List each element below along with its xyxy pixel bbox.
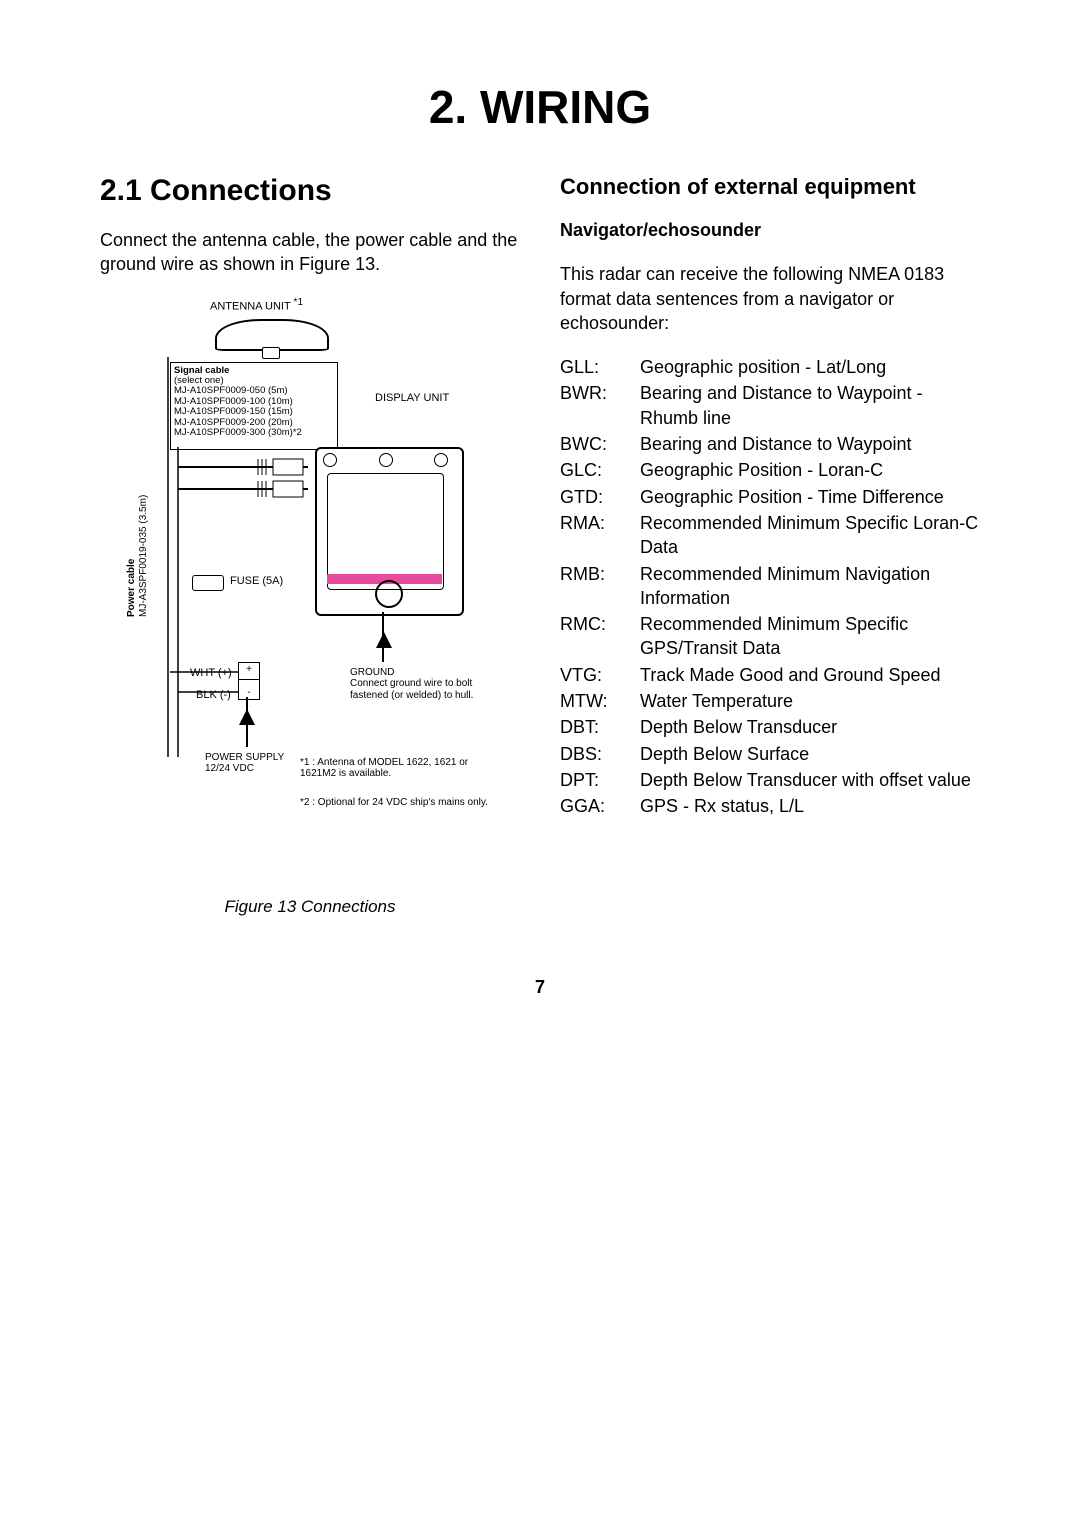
antenna-unit-label: ANTENNA UNIT *1 [210, 297, 303, 313]
nmea-row: GLL:Geographic position - Lat/Long [560, 355, 980, 379]
content-columns: 2.1 Connections Connect the antenna cabl… [100, 174, 980, 917]
power-cable-label: Power cable [126, 477, 138, 617]
display-unit-label: DISPLAY UNIT [375, 392, 449, 405]
nmea-row: DBS:Depth Below Surface [560, 742, 980, 766]
ground-block: GROUND Connect ground wire to bolt faste… [350, 667, 490, 702]
nmea-row: BWR:Bearing and Distance to Waypoint - R… [560, 381, 980, 430]
cable-connectors-icon [168, 447, 328, 507]
polarity-wires-icon [170, 662, 250, 707]
display-unit-icon [315, 447, 464, 616]
nmea-row: BWC:Bearing and Distance to Waypoint [560, 432, 980, 456]
intro-text: Connect the antenna cable, the power cab… [100, 228, 520, 277]
right-column: Connection of external equipment Navigat… [560, 174, 980, 917]
antenna-connector-icon [262, 347, 280, 359]
nmea-list: GLL:Geographic position - Lat/Long BWR:B… [560, 355, 980, 818]
figure-13: ANTENNA UNIT *1 Signal cable (select one… [100, 297, 520, 917]
fuse-label: FUSE (5A) [230, 575, 283, 588]
nmea-row: GTD:Geographic Position - Time Differenc… [560, 485, 980, 509]
signal-cable-box: Signal cable (select one) MJ-A10SPF0009-… [170, 362, 338, 450]
nmea-row: GLC:Geographic Position - Loran-C [560, 458, 980, 482]
antenna-dome-icon [215, 319, 329, 351]
section-heading: 2.1 Connections [100, 174, 520, 208]
left-column: 2.1 Connections Connect the antenna cabl… [100, 174, 520, 917]
nmea-row: VTG:Track Made Good and Ground Speed [560, 663, 980, 687]
page: 2. WIRING 2.1 Connections Connect the an… [0, 0, 1080, 1038]
nmea-row: RMC:Recommended Minimum Specific GPS/Tra… [560, 612, 980, 661]
power-supply-block: POWER SUPPLY 12/24 VDC [205, 752, 284, 775]
nmea-row: GGA:GPS - Rx status, L/L [560, 794, 980, 818]
power-line-icon [244, 697, 250, 747]
note-1: *1 : Antenna of MODEL 1622, 1621 or 1621… [300, 757, 500, 780]
knob-icon [375, 580, 403, 608]
ground-wire-icon [380, 612, 386, 662]
connections-diagram: ANTENNA UNIT *1 Signal cable (select one… [120, 297, 500, 887]
power-cable-part-label: MJ-A3SPF0019-035 (3.5m) [138, 457, 150, 617]
nmea-row: DBT:Depth Below Transducer [560, 715, 980, 739]
nmea-row: RMA:Recommended Minimum Specific Loran-C… [560, 511, 980, 560]
nmea-row: DPT:Depth Below Transducer with offset v… [560, 768, 980, 792]
sub-heading: Navigator/echosounder [560, 218, 980, 242]
nmea-row: MTW:Water Temperature [560, 689, 980, 713]
figure-caption: Figure 13 Connections [100, 897, 520, 917]
nmea-intro: This radar can receive the following NME… [560, 262, 980, 335]
fuse-icon [192, 575, 224, 591]
nmea-row: RMB:Recommended Minimum Navigation Infor… [560, 562, 980, 611]
note-2: *2 : Optional for 24 VDC ship's mains on… [300, 797, 500, 809]
subsection-heading: Connection of external equipment [560, 174, 980, 200]
page-number: 7 [100, 977, 980, 998]
chapter-title: 2. WIRING [100, 80, 980, 134]
